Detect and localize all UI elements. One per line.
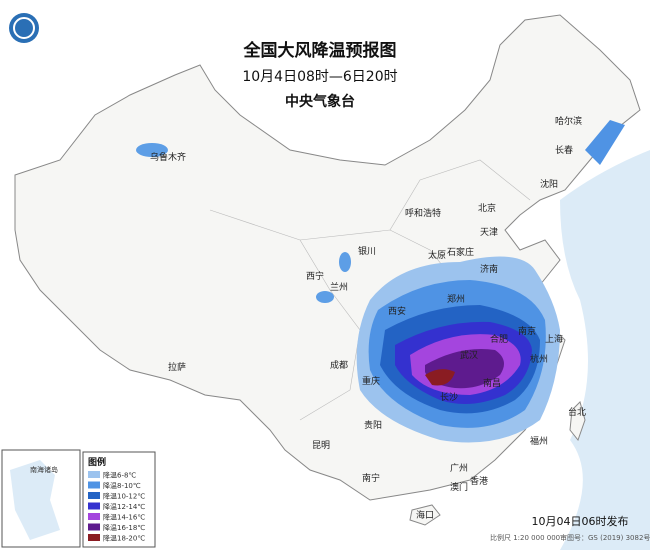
legend-swatch bbox=[88, 523, 100, 531]
city-label: 海口 bbox=[416, 509, 434, 521]
legend-swatch bbox=[88, 471, 100, 478]
legend-frame bbox=[82, 451, 156, 548]
city-label: 乌鲁木齐 bbox=[150, 151, 186, 163]
city-label: 拉萨 bbox=[168, 361, 186, 373]
city-label: 兰州 bbox=[330, 281, 348, 293]
city-label: 郑州 bbox=[447, 293, 465, 305]
temperature-zones bbox=[356, 256, 560, 443]
legend-swatch bbox=[88, 492, 100, 499]
approval-number: 审图号：GS (2019) 3082号 bbox=[560, 533, 650, 542]
inset: 南海诸岛 bbox=[1, 449, 81, 548]
legend-label: 降温8-10℃ bbox=[103, 481, 141, 490]
city-label: 西安 bbox=[388, 305, 406, 317]
city-label: 南宁 bbox=[362, 472, 380, 484]
lake bbox=[136, 143, 168, 157]
legend-swatch bbox=[88, 481, 100, 489]
issuer: 中央气象台 bbox=[285, 93, 355, 110]
title: 全国大风降温预报图 bbox=[243, 40, 397, 61]
city-label: 长春 bbox=[555, 144, 573, 156]
city-label: 杭州 bbox=[530, 353, 548, 365]
subtitle: 10月4日08时—6日20时 bbox=[242, 69, 397, 85]
legend-label: 降温18-20℃ bbox=[103, 534, 145, 543]
legend-title: 图例 bbox=[88, 456, 106, 468]
city-label: 香港 bbox=[470, 475, 488, 487]
legend-label: 降温16-18℃ bbox=[103, 523, 145, 532]
city-label: 合肥 bbox=[490, 333, 508, 345]
inset-label: 南海诸岛 bbox=[30, 465, 58, 474]
legend-swatch bbox=[88, 502, 100, 510]
legend-swatch bbox=[88, 534, 100, 541]
city-label: 台北 bbox=[568, 406, 586, 418]
city-label: 南昌 bbox=[483, 377, 501, 389]
city-label: 呼和浩特 bbox=[405, 207, 441, 219]
city-label: 广州 bbox=[450, 462, 468, 474]
zone bbox=[425, 369, 455, 386]
city-label: 重庆 bbox=[362, 375, 380, 387]
city-label: 成都 bbox=[330, 359, 348, 371]
city-label: 天津 bbox=[480, 227, 498, 238]
city-label: 太原 bbox=[428, 249, 446, 261]
city-label: 贵阳 bbox=[364, 419, 382, 431]
sea bbox=[560, 150, 650, 550]
scale: 比例尺 1:20 000 000 bbox=[490, 533, 560, 542]
city-label: 石家庄 bbox=[447, 246, 474, 258]
city-label: 武汉 bbox=[460, 349, 478, 361]
inset-sea bbox=[10, 460, 60, 540]
city-label: 沈阳 bbox=[540, 178, 558, 190]
legend-label: 降温10-12℃ bbox=[103, 492, 145, 501]
issued-time: 10月04日06时发布 bbox=[532, 514, 629, 528]
city-label: 北京 bbox=[478, 202, 496, 214]
legend-label: 降温6-8℃ bbox=[103, 471, 136, 480]
city-label: 西宁 bbox=[306, 270, 324, 282]
city-label: 澳门 bbox=[450, 481, 468, 493]
city-label: 济南 bbox=[480, 263, 498, 275]
legend-swatch bbox=[88, 513, 100, 520]
city-label: 福州 bbox=[530, 435, 548, 447]
city-label: 长沙 bbox=[440, 391, 458, 403]
city-label: 南京 bbox=[518, 325, 536, 337]
city-labels: 乌鲁木齐 哈尔滨 长春 沈阳 呼和浩特 北京 天津 银川 太原 石家庄 济南 西… bbox=[150, 115, 586, 521]
legend-label: 降温14-16℃ bbox=[103, 513, 145, 522]
lake bbox=[316, 291, 334, 303]
hainan bbox=[409, 504, 441, 526]
legend-label: 降温12-14℃ bbox=[103, 502, 145, 511]
lake bbox=[339, 252, 351, 272]
city-label: 银川 bbox=[358, 245, 376, 257]
taiwan bbox=[569, 401, 586, 442]
logo bbox=[9, 13, 39, 43]
logo-ring bbox=[13, 17, 35, 39]
zone bbox=[585, 120, 625, 165]
city-label: 上海 bbox=[545, 333, 563, 345]
city-label: 哈尔滨 bbox=[555, 115, 582, 127]
city-label: 昆明 bbox=[312, 440, 330, 451]
